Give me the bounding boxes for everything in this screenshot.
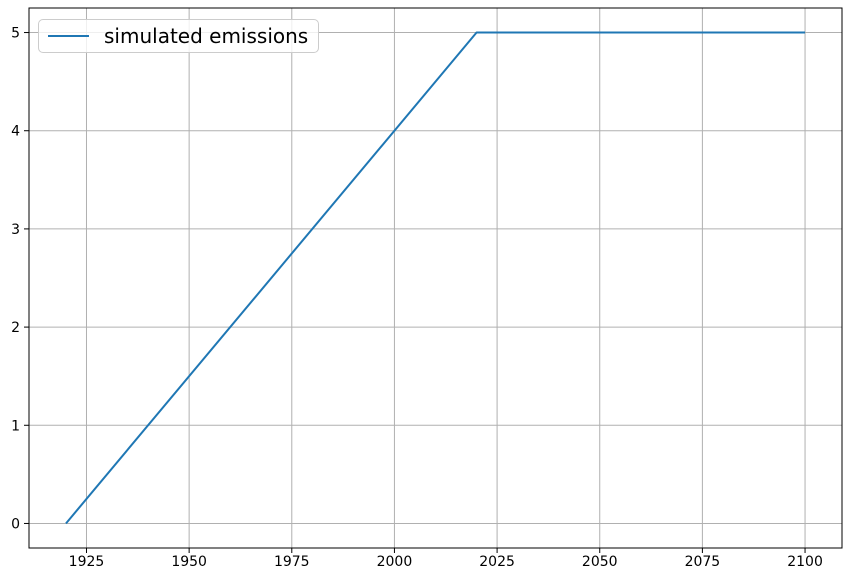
x-tick-label: 2025 [479, 554, 515, 570]
y-tick-label: 1 [11, 418, 20, 434]
y-tick-label: 5 [11, 26, 20, 42]
emissions-line [65, 31, 806, 525]
y-tick-label: 0 [11, 516, 20, 532]
y-tick-label: 4 [11, 124, 20, 140]
x-tick-label: 2075 [685, 554, 721, 570]
legend-label: simulated emissions [104, 24, 309, 48]
x-tick-label: 2100 [787, 554, 823, 570]
x-tick-label: 1975 [274, 554, 310, 570]
x-tick-label: 1950 [171, 554, 207, 570]
legend: simulated emissions [38, 19, 320, 53]
x-tick-label: 1925 [69, 554, 105, 570]
x-tick-label: 2050 [582, 554, 618, 570]
x-tick-label: 2000 [377, 554, 413, 570]
y-tick-label: 2 [11, 320, 20, 336]
legend-line-sample [48, 35, 89, 37]
axes-frame [28, 7, 843, 549]
y-tick-label: 3 [11, 222, 20, 238]
